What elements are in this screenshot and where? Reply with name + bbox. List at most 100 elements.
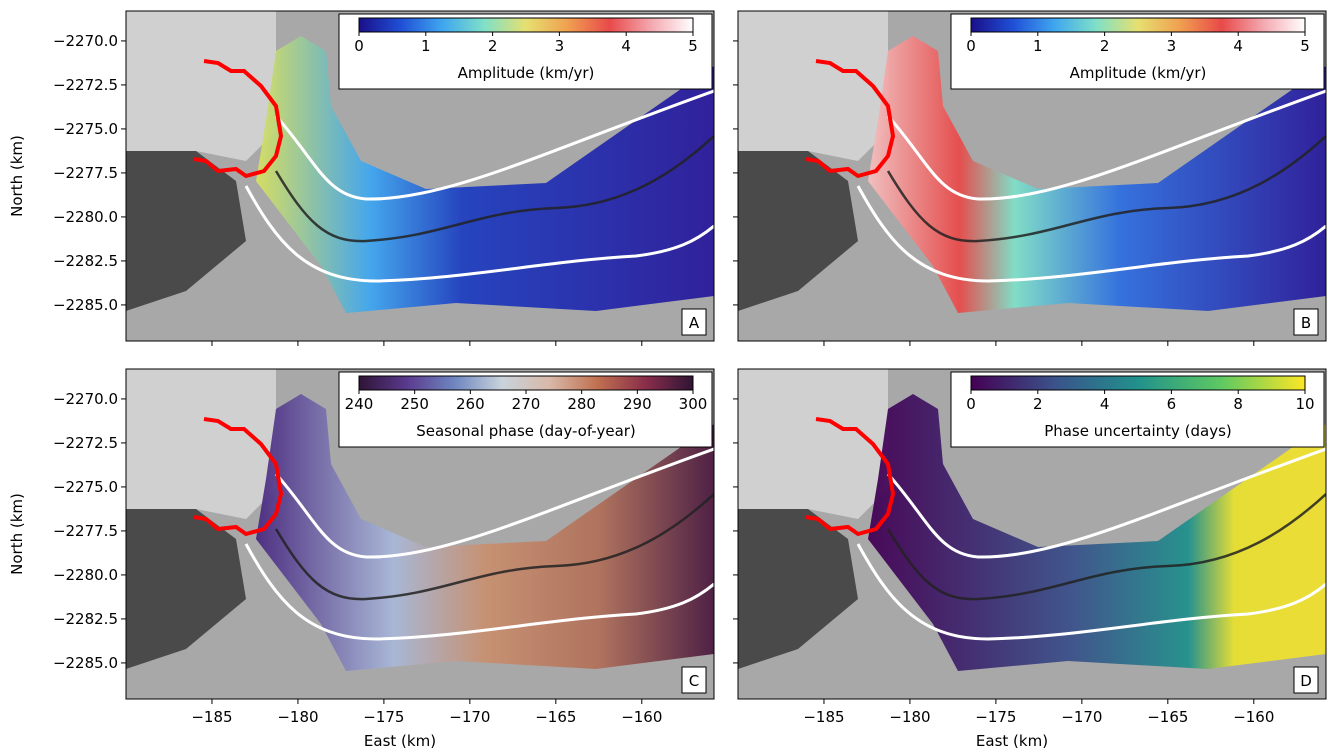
calving-front <box>805 59 896 179</box>
panel: −185 −180 −175 −170 −165 −160 −2270.0 −2272.5 −2… <box>8 368 715 750</box>
x-tick-label: −170 <box>1061 708 1102 726</box>
flowline-upper <box>886 89 1326 201</box>
colorbar-tick-label: 250 <box>400 395 429 413</box>
y-tick-label: −2277.5 <box>53 522 118 540</box>
x-tick-label: −175 <box>363 708 404 726</box>
colorbar-tick-label: 5 <box>688 37 698 55</box>
colorbar-label: Seasonal phase (day-of-year) <box>416 422 636 440</box>
y-tick-label: −2275.0 <box>53 120 118 138</box>
colorbar <box>358 375 694 391</box>
calving-front <box>193 59 284 179</box>
panel-letter-box <box>1293 308 1319 336</box>
colorbar-tick-label: 240 <box>345 395 374 413</box>
glacier-field <box>868 36 1326 313</box>
colorbar-tick-label: 4 <box>1233 37 1243 55</box>
land-light <box>738 369 888 519</box>
y-tick-label: −2282.5 <box>53 610 118 628</box>
panel-letter-box <box>681 666 707 694</box>
axes-frame <box>125 368 715 700</box>
colorbar-tick-label: 2 <box>1033 395 1043 413</box>
centerline <box>274 135 714 243</box>
y-tick-label: −2270.0 <box>53 390 118 408</box>
y-tick-label: −2282.5 <box>53 252 118 270</box>
colorbar-tick-label: 270 <box>512 395 541 413</box>
panel: −185 −180 −175 −170 −165 −160 East (km) 0 2 4 6 8 10… <box>733 368 1327 750</box>
colorbar-tick-label: 6 <box>1167 395 1177 413</box>
centerline <box>886 493 1326 601</box>
axes-frame <box>737 10 1327 342</box>
y-axis-label: North (km) <box>8 135 26 217</box>
x-tick-label: −180 <box>889 708 930 726</box>
colorbar-tick-label: 8 <box>1233 395 1243 413</box>
x-tick-label: −165 <box>1147 708 1188 726</box>
land-dark <box>126 151 246 311</box>
colorbar-tick-label: 2 <box>488 37 498 55</box>
x-tick-label: −185 <box>803 708 844 726</box>
flowline-lower <box>244 185 714 283</box>
colorbar-label: Amplitude (km/yr) <box>458 64 595 82</box>
colorbar-tick-label: 0 <box>966 37 976 55</box>
flowline-upper <box>274 447 714 559</box>
colorbar-tick-label: 0 <box>966 395 976 413</box>
axes-frame <box>125 10 715 342</box>
x-tick-label: −160 <box>1233 708 1274 726</box>
x-tick-label: −175 <box>975 708 1016 726</box>
colorbar <box>970 17 1306 33</box>
panel-letter: B <box>1301 314 1311 332</box>
colorbar-label: Phase uncertainty (days) <box>1044 422 1232 440</box>
panel: −2270.0 −2272.5 −2275.0 −2277.5 −2280.0 −2282… <box>8 10 715 346</box>
flowline-upper <box>886 447 1326 559</box>
colorbar-tick-label: 2 <box>1100 37 1110 55</box>
glacier-field <box>256 36 714 313</box>
panel-letter: D <box>1300 672 1312 690</box>
colorbar-tick-label: 1 <box>1033 37 1043 55</box>
y-tick-label: −2275.0 <box>53 478 118 496</box>
flowline-lower <box>856 185 1326 283</box>
colorbar <box>970 375 1306 391</box>
colorbar-tick-label: 5 <box>1300 37 1310 55</box>
y-tick-label: −2272.5 <box>53 76 118 94</box>
colorbar-tick-label: 0 <box>354 37 364 55</box>
colorbar-tick-label: 290 <box>623 395 652 413</box>
land-light <box>126 11 276 161</box>
x-tick-label: −165 <box>535 708 576 726</box>
y-tick-label: −2285.0 <box>53 296 118 314</box>
panel-letter-box <box>681 308 707 336</box>
colorbar-tick-label: 1 <box>421 37 431 55</box>
colorbar <box>358 17 694 33</box>
land-light <box>126 369 276 519</box>
glacier-field <box>256 394 714 671</box>
y-tick-label: −2270.0 <box>53 32 118 50</box>
colorbar-tick-label: 280 <box>567 395 596 413</box>
x-axis-label: East (km) <box>364 732 436 750</box>
panel-letter: C <box>689 672 699 690</box>
y-tick-label: −2280.0 <box>53 566 118 584</box>
colorbar-label: Amplitude (km/yr) <box>1070 64 1207 82</box>
x-tick-label: −180 <box>277 708 318 726</box>
calving-front <box>805 417 896 537</box>
y-tick-label: −2280.0 <box>53 208 118 226</box>
land-dark <box>126 509 246 669</box>
x-tick-label: −185 <box>191 708 232 726</box>
y-tick-label: −2272.5 <box>53 434 118 452</box>
panel: 0 1 2 3 4 5 Amplitude (km/yr) B <box>733 10 1327 346</box>
flowline-lower <box>244 543 714 641</box>
colorbar-tick-label: 3 <box>1167 37 1177 55</box>
map-image <box>126 369 714 699</box>
land-dark <box>738 151 858 311</box>
x-tick-label: −160 <box>621 708 662 726</box>
land-dark <box>738 509 858 669</box>
colorbar-tick-label: 260 <box>456 395 485 413</box>
colorbar-tick-label: 10 <box>1295 395 1314 413</box>
colorbar-tick-label: 300 <box>679 395 708 413</box>
glacier-field <box>868 394 1326 671</box>
flowline-lower <box>856 543 1326 641</box>
colorbar-tick-label: 4 <box>621 37 631 55</box>
land-light <box>738 11 888 161</box>
y-axis-label: North (km) <box>8 493 26 575</box>
flowline-upper <box>274 89 714 201</box>
x-axis-label: East (km) <box>976 732 1048 750</box>
axes-frame <box>737 368 1327 700</box>
centerline <box>886 135 1326 243</box>
